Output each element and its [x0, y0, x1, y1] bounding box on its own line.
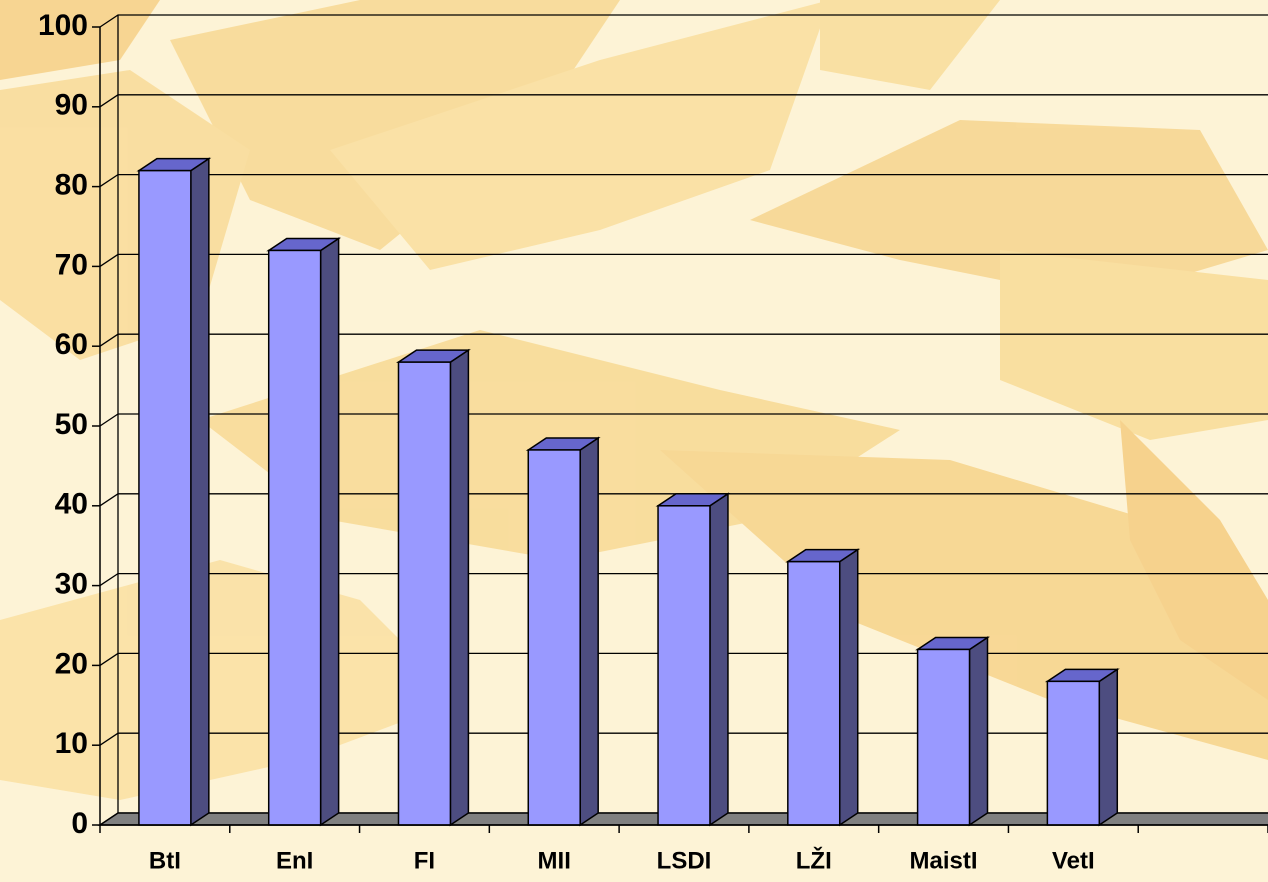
chart: 0 10 20 30 40 50 60 70 80 90 100 BtI EnI FI MII LSDI LŽI…: [0, 0, 1268, 882]
bar: [788, 562, 840, 825]
y-tick-label: 100: [38, 9, 88, 42]
x-tick-label: MaistI: [910, 847, 978, 874]
x-tick-label: FI: [414, 847, 435, 874]
bar-side: [450, 350, 468, 825]
bar-side: [580, 438, 598, 825]
y-tick-label: 90: [55, 89, 88, 122]
bar-side: [840, 550, 858, 825]
bar: [269, 250, 321, 825]
bar: [139, 171, 191, 825]
x-tick-label: BtI: [149, 847, 181, 874]
bar-side: [970, 637, 988, 825]
x-tick-label: LŽI: [796, 846, 832, 874]
x-tick-label: VetI: [1052, 847, 1095, 874]
y-tick-label: 80: [55, 169, 88, 202]
y-tick-label: 40: [55, 488, 88, 521]
bar: [658, 506, 710, 825]
bar-side: [710, 494, 728, 825]
bar: [398, 362, 450, 825]
y-tick-label: 30: [55, 568, 88, 601]
y-tick-label: 0: [71, 807, 88, 840]
x-tick-label: EnI: [276, 847, 313, 874]
y-tick-label: 20: [55, 647, 88, 680]
bar: [528, 450, 580, 825]
y-tick-label: 10: [55, 727, 88, 760]
y-tick-label: 50: [55, 408, 88, 441]
bar: [918, 649, 970, 825]
y-tick-label: 70: [55, 248, 88, 281]
x-tick-label: MII: [538, 847, 571, 874]
bar-side: [321, 238, 339, 825]
x-tick-label: LSDI: [657, 847, 712, 874]
bar-side: [1099, 669, 1117, 825]
y-tick-label: 60: [55, 328, 88, 361]
bar: [1047, 681, 1099, 825]
bar-side: [191, 159, 209, 825]
